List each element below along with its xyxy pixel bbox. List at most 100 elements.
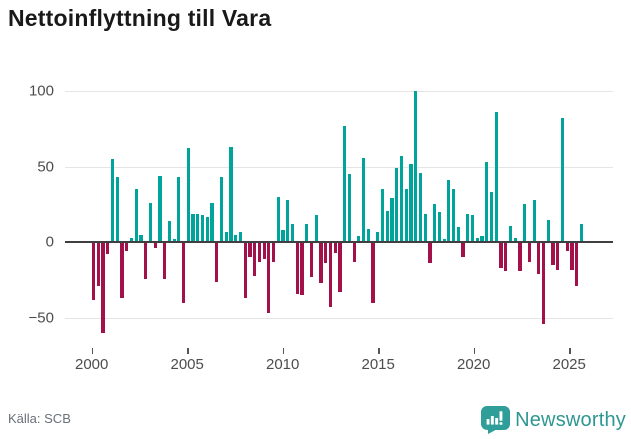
bar-quarter-53 bbox=[343, 125, 347, 243]
bar-quarter-4 bbox=[110, 159, 115, 243]
bar-quarter-37 bbox=[267, 242, 271, 314]
zero-baseline bbox=[65, 241, 613, 244]
bar-quarter-56 bbox=[357, 236, 361, 243]
bar-quarter-28 bbox=[224, 231, 228, 243]
newsworthy-logo-icon bbox=[481, 406, 511, 434]
bar-quarter-42 bbox=[290, 224, 295, 243]
bar-quarter-44 bbox=[300, 242, 304, 296]
bar-quarter-72 bbox=[433, 204, 437, 243]
bar-quarter-95 bbox=[542, 242, 546, 324]
bar-quarter-54 bbox=[347, 174, 351, 243]
page-title: Nettoinflyttning till Vara bbox=[8, 5, 272, 31]
bar-quarter-74 bbox=[442, 239, 446, 243]
bar-quarter-92 bbox=[527, 242, 531, 262]
bar-quarter-102 bbox=[575, 242, 579, 287]
bar-quarter-33 bbox=[248, 242, 252, 258]
x-axis-label-2015: 2015 bbox=[361, 356, 395, 373]
bar-quarter-3 bbox=[106, 242, 110, 255]
bar-quarter-51 bbox=[333, 242, 337, 253]
bar-quarter-2 bbox=[101, 242, 105, 334]
bar-quarter-87 bbox=[504, 242, 508, 272]
bar-quarter-84 bbox=[489, 192, 494, 243]
bar-quarter-97 bbox=[551, 242, 555, 265]
bar-quarter-1 bbox=[96, 242, 100, 287]
bar-quarter-50 bbox=[328, 242, 333, 308]
bar-quarter-99 bbox=[560, 118, 565, 243]
x-axis-label-2000: 2000 bbox=[75, 356, 109, 373]
bar-quarter-14 bbox=[158, 175, 162, 243]
bar-quarter-6 bbox=[120, 242, 124, 299]
newsworthy-logo-link[interactable]: Newsworthy bbox=[481, 405, 626, 435]
bar-quarter-8 bbox=[129, 237, 134, 243]
bar-quarter-30 bbox=[234, 234, 238, 243]
bar-quarter-83 bbox=[485, 162, 489, 243]
bar-quarter-15 bbox=[163, 242, 167, 279]
bar-quarter-89 bbox=[513, 237, 517, 243]
x-axis-tick-2020 bbox=[473, 348, 476, 354]
y-axis-label-100: 100 bbox=[28, 82, 54, 100]
bar-quarter-82 bbox=[480, 236, 484, 243]
bar-quarter-60 bbox=[376, 231, 380, 243]
bar-quarter-52 bbox=[338, 242, 342, 293]
bar-quarter-45 bbox=[305, 224, 309, 243]
x-axis-tick-2025 bbox=[569, 348, 571, 354]
gridline-y-100 bbox=[65, 91, 613, 92]
bar-quarter-19 bbox=[182, 242, 186, 303]
x-axis-tick-2005 bbox=[187, 348, 189, 354]
bar-quarter-16 bbox=[167, 221, 171, 243]
bar-quarter-73 bbox=[437, 212, 441, 243]
bar-quarter-32 bbox=[243, 242, 247, 299]
x-axis-tick-2000 bbox=[91, 348, 94, 354]
newsworthy-wordmark: Newsworthy bbox=[515, 408, 626, 431]
bar-quarter-39 bbox=[276, 196, 280, 243]
x-axis-label-2005: 2005 bbox=[170, 356, 204, 373]
bar-quarter-27 bbox=[219, 177, 224, 243]
bar-quarter-18 bbox=[177, 177, 181, 243]
bar-quarter-103 bbox=[579, 224, 584, 243]
bar-quarter-77 bbox=[456, 227, 460, 243]
bar-quarter-85 bbox=[494, 112, 498, 243]
bar-quarter-5 bbox=[115, 177, 119, 243]
bar-quarter-9 bbox=[134, 189, 138, 243]
bar-quarter-70 bbox=[423, 213, 427, 243]
y-axis-label-0: 0 bbox=[45, 233, 54, 251]
bar-quarter-34 bbox=[253, 242, 257, 276]
bar-quarter-75 bbox=[447, 180, 451, 243]
bar-quarter-88 bbox=[508, 225, 513, 243]
bar-quarter-46 bbox=[309, 242, 314, 278]
bar-quarter-29 bbox=[229, 146, 233, 243]
bar-quarter-101 bbox=[570, 242, 574, 270]
bar-quarter-20 bbox=[186, 148, 190, 243]
bar-quarter-35 bbox=[257, 242, 261, 262]
bar-quarter-86 bbox=[499, 242, 503, 269]
bar-quarter-38 bbox=[272, 242, 276, 262]
bar-quarter-36 bbox=[262, 242, 266, 259]
bar-quarter-21 bbox=[191, 213, 195, 243]
bar-quarter-71 bbox=[428, 242, 432, 264]
bar-quarter-41 bbox=[286, 199, 290, 243]
bar-quarter-62 bbox=[385, 210, 389, 243]
bar-quarter-66 bbox=[404, 189, 408, 243]
bar-quarter-26 bbox=[215, 242, 219, 282]
x-axis-label-2025: 2025 bbox=[552, 356, 586, 373]
bar-quarter-100 bbox=[565, 242, 569, 252]
bar-quarter-11 bbox=[144, 242, 148, 279]
bar-quarter-7 bbox=[125, 242, 129, 252]
y-axis-label-50: 50 bbox=[37, 158, 54, 176]
bar-quarter-31 bbox=[238, 231, 243, 243]
bar-quarter-78 bbox=[461, 242, 465, 258]
bar-quarter-59 bbox=[371, 242, 375, 303]
bar-quarter-57 bbox=[362, 157, 366, 243]
bar-quarter-91 bbox=[523, 204, 527, 243]
bar-quarter-58 bbox=[366, 228, 370, 243]
bar-quarter-13 bbox=[153, 242, 157, 249]
bar-quarter-80 bbox=[470, 215, 475, 243]
bar-quarter-90 bbox=[518, 242, 522, 272]
bar-quarter-61 bbox=[380, 189, 385, 243]
bar-quarter-0 bbox=[92, 242, 96, 300]
x-axis-tick-2010 bbox=[282, 348, 285, 354]
bar-quarter-65 bbox=[399, 156, 404, 243]
bar-quarter-24 bbox=[205, 216, 209, 243]
bar-quarter-17 bbox=[172, 239, 176, 243]
